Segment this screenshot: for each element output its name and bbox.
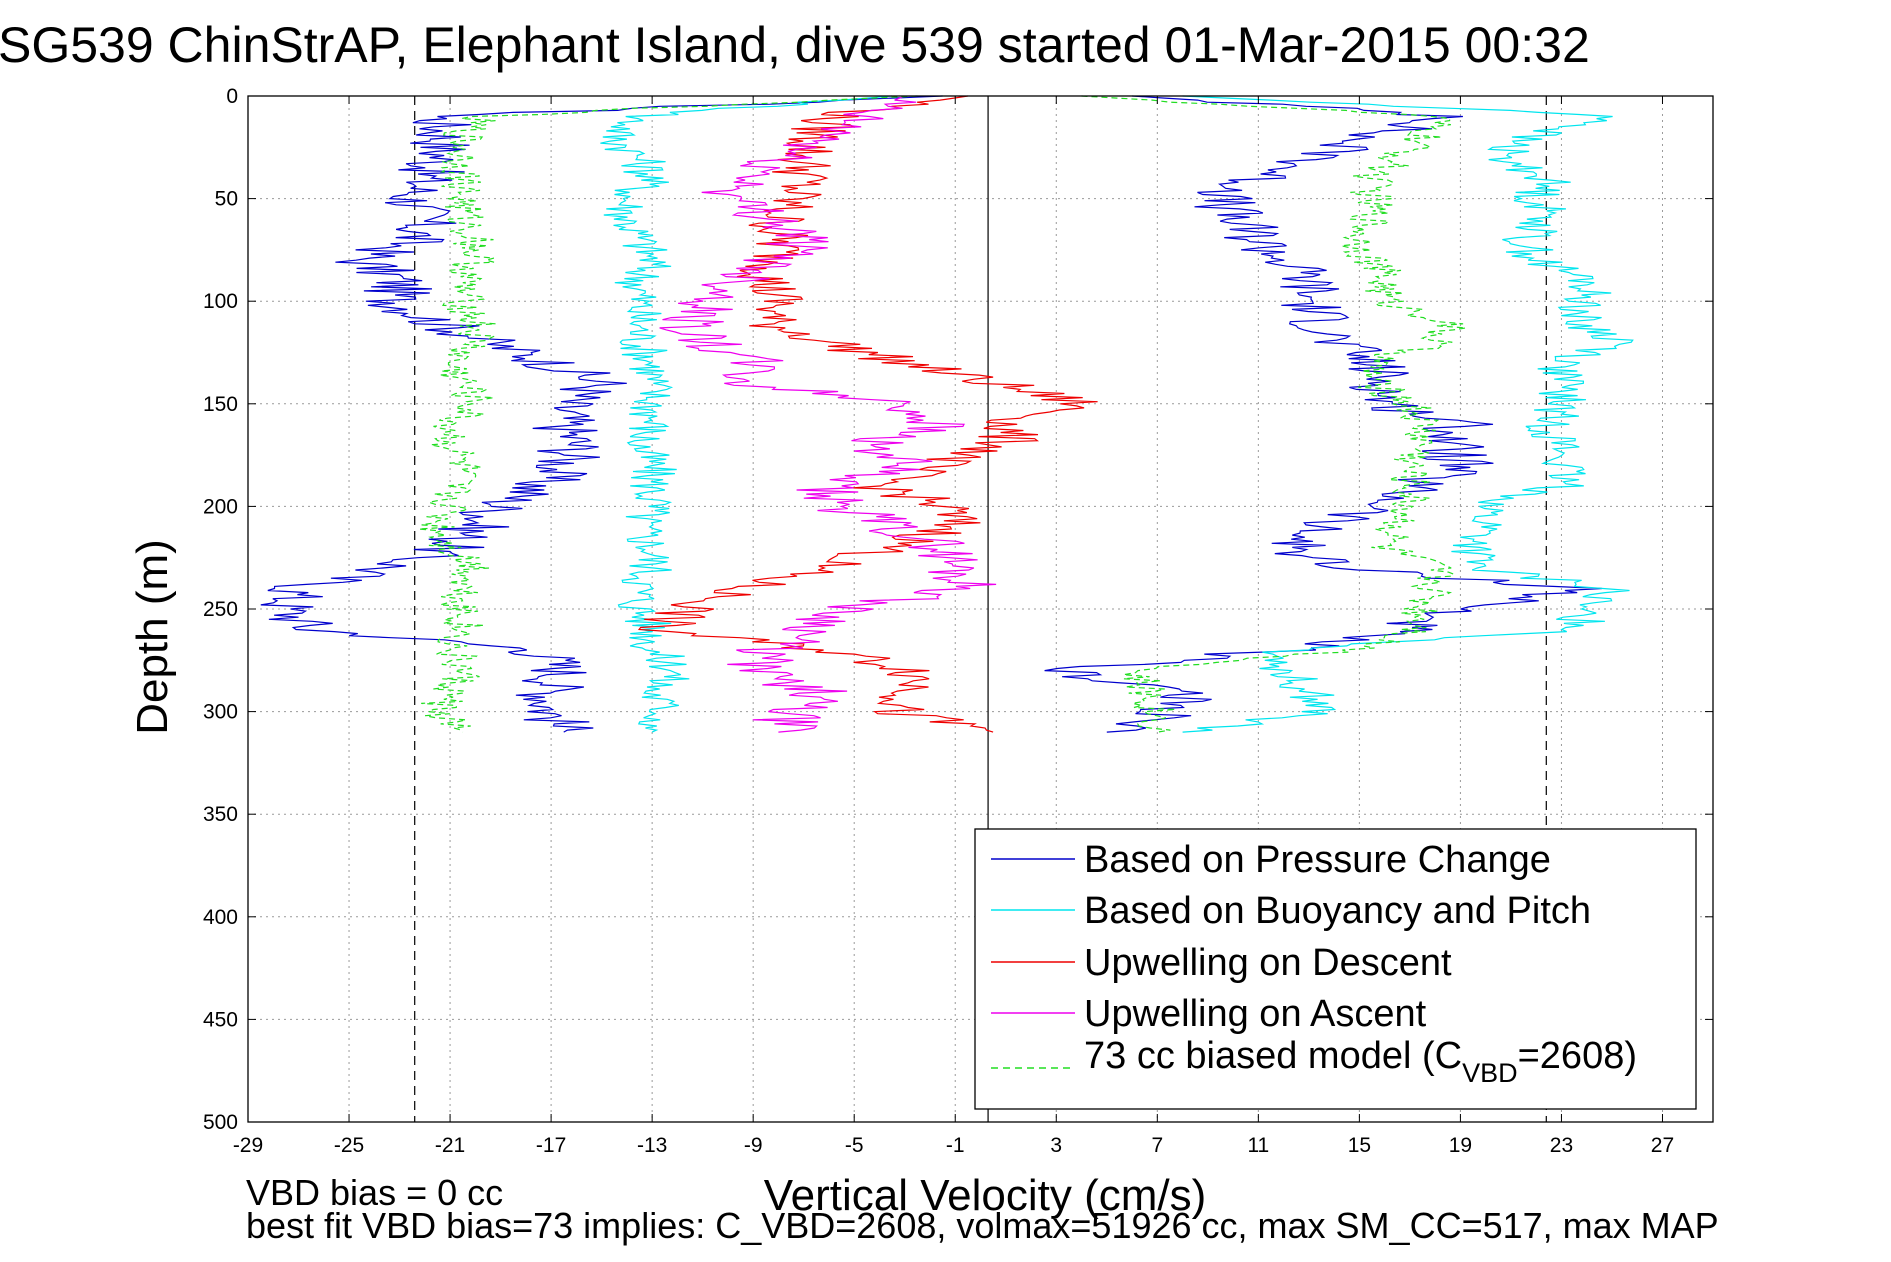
data-series xyxy=(260,95,1634,733)
vbd-bias-note: VBD bias = 0 cc xyxy=(246,1172,503,1213)
y-tick-label: 150 xyxy=(203,393,238,416)
x-tick-label: -25 xyxy=(334,1134,364,1157)
legend-label-pressure: Based on Pressure Change xyxy=(1084,839,1551,881)
y-tick-label: 500 xyxy=(203,1111,238,1134)
series-ascent-upwelling-ascent xyxy=(659,95,997,733)
x-tick-label: -17 xyxy=(536,1134,566,1157)
x-tick-label: -29 xyxy=(233,1134,263,1157)
y-tick-label: 100 xyxy=(203,290,238,313)
series-pressure-ascent xyxy=(1044,95,1603,733)
legend-label-ascent: Upwelling on Ascent xyxy=(1084,993,1427,1035)
x-tick-label: -1 xyxy=(946,1134,965,1157)
x-tick-label: 7 xyxy=(1151,1134,1163,1157)
x-axis: -29 -25 -21 -17 -13 -9 -5 -1 3 7 11 15 19 23 27 xyxy=(233,96,1674,1157)
series-buoyancy-ascent xyxy=(1182,95,1634,733)
legend-box xyxy=(974,828,1697,1110)
x-tick-label: -21 xyxy=(435,1134,465,1157)
y-tick-label: 450 xyxy=(203,1008,238,1031)
best-fit-note: best fit VBD bias=73 implies: C_VBD=2608… xyxy=(246,1205,1719,1246)
y-tick-label: 350 xyxy=(203,803,238,826)
series-pressure-descent xyxy=(260,95,943,733)
y-tick-label: 50 xyxy=(215,188,238,211)
series-descent-upwelling-descent xyxy=(637,95,1098,733)
x-tick-label: -5 xyxy=(845,1134,864,1157)
legend-model-subscript: VBD xyxy=(1462,1058,1518,1088)
x-tick-label: 3 xyxy=(1050,1134,1062,1157)
x-tick-label: -13 xyxy=(637,1134,667,1157)
legend-label-model: 73 cc biased model (CVBD=2608) xyxy=(1084,1035,1637,1088)
legend-label-descent: Upwelling on Descent xyxy=(1084,942,1452,984)
series-buoyancy-descent xyxy=(600,95,893,733)
x-tick-label: 15 xyxy=(1348,1134,1371,1157)
y-axis: 0 50 100 150 200 250 300 350 400 450 500 xyxy=(203,85,1713,1134)
series-biased-model-ascent xyxy=(1081,95,1466,733)
y-tick-label: 200 xyxy=(203,495,238,518)
x-tick-label: 27 xyxy=(1651,1134,1674,1157)
y-tick-label: 400 xyxy=(203,906,238,929)
legend-model-text-before: 73 cc biased model (C xyxy=(1084,1035,1462,1077)
x-tick-label: 23 xyxy=(1550,1134,1573,1157)
x-tick-label: 11 xyxy=(1247,1134,1269,1157)
legend-label-buoyancy: Based on Buoyancy and Pitch xyxy=(1084,890,1591,932)
y-tick-label: 300 xyxy=(203,701,238,724)
chart-title: SG539 ChinStrAP, Elephant Island, dive 5… xyxy=(0,17,1590,73)
legend: Based on Pressure Change Based on Buoyan… xyxy=(974,828,1697,1110)
legend-model-text-after: =2608) xyxy=(1518,1035,1637,1077)
x-axis-label: Vertical Velocity (cm/s) xyxy=(764,1171,1207,1220)
y-tick-label: 0 xyxy=(226,85,238,108)
x-tick-label: -9 xyxy=(744,1134,763,1157)
x-tick-label: 19 xyxy=(1449,1134,1472,1157)
y-tick-label: 250 xyxy=(203,598,238,621)
series-biased-model-descent xyxy=(418,95,918,733)
y-axis-label: Depth (m) xyxy=(128,539,177,735)
